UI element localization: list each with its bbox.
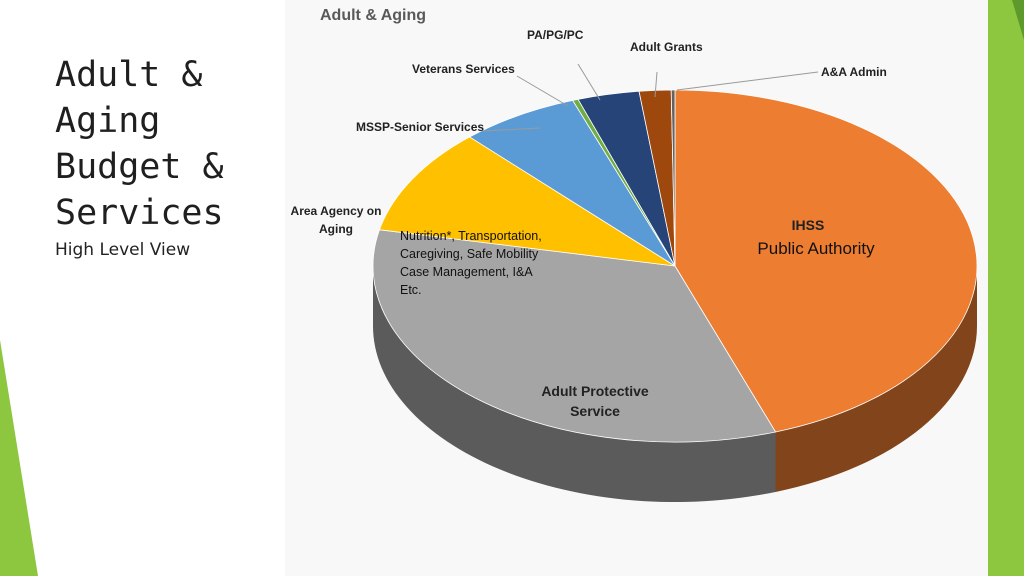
leader-veterans [516,75,569,107]
leader-admin [676,71,819,91]
slice-mssp-senior-services [468,99,676,267]
slice-ihss-public-authority [674,89,978,433]
right-accent [988,0,1024,576]
pie-slices [372,89,978,502]
label-aps-2: Service [570,403,620,419]
label-mssp: MSSP-Senior Services [356,120,484,134]
leader-grants [654,71,658,98]
label-ihss-sub: Public Authority [757,239,875,258]
leader-pa [577,63,601,101]
label-aaa-detail-1: Nutrition*, Transportation, [400,229,542,243]
leader-mssp [483,127,541,132]
label-aaa-2: Aging [319,222,353,236]
title-line-2: Aging [55,101,161,141]
slice-adult-protective-service [372,229,777,443]
slice-area-agency-on-aging [378,136,676,267]
label-pa: PA/PG/PC [527,28,584,42]
label-ihss-title: IHSS [792,217,825,233]
title-line-4: Services [55,193,224,233]
label-grants: Adult Grants [630,40,703,54]
slice-side-ihss-public-authority [775,266,977,492]
label-aaa-detail-3: Case Management, I&A [400,265,533,279]
slice-side-adult-protective-service [373,266,776,502]
chart-title: Adult & Aging [320,7,426,24]
label-veterans: Veterans Services [412,62,515,76]
title-block: Adult & Aging Budget & Services High Lev… [55,52,285,260]
leader-lines [483,63,819,132]
label-aaa-1: Area Agency on [291,204,382,218]
label-admin: A&A Admin [821,65,887,79]
subtitle: High Level View [55,240,191,260]
slice-a-a-admin [670,89,676,267]
label-aaa-detail-2: Caregiving, Safe Mobility [400,247,539,261]
left-accent [0,340,38,576]
title-line-3: Budget & [55,147,224,187]
label-aps-1: Adult Protective [541,383,649,399]
title-line-1: Adult & [55,55,203,95]
label-aaa-detail-4: Etc. [400,283,422,297]
